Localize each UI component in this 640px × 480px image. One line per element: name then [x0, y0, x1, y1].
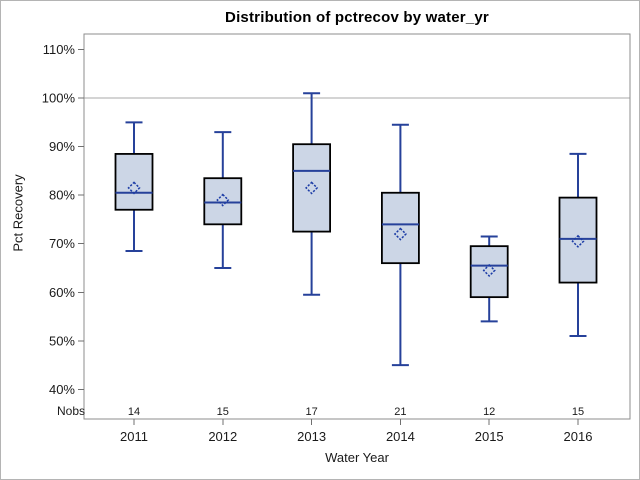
y-tick-label: 100%: [42, 91, 76, 106]
y-tick-label: 50%: [49, 333, 75, 348]
boxplot-2013: [292, 92, 332, 296]
x-tick-label: 2012: [208, 429, 237, 444]
x-tick-label: 2013: [297, 429, 326, 444]
boxplot-2011: [114, 121, 154, 253]
boxplot-2014: [380, 123, 420, 367]
x-axis-title: Water Year: [325, 450, 389, 465]
y-tick-label: 80%: [49, 188, 75, 203]
boxplot-2012: [203, 131, 243, 270]
y-tick-label: 90%: [49, 139, 75, 154]
mean-diamond: [216, 193, 230, 207]
boxplot-2015: [469, 235, 509, 323]
x-tick-label: 2016: [564, 429, 593, 444]
nobs-value: 14: [128, 406, 140, 418]
nobs-row-label: Nobs: [56, 404, 85, 418]
iqr-box: [203, 177, 243, 226]
nobs-value: 15: [572, 406, 584, 418]
mean-diamond: [305, 181, 319, 195]
x-tick-label: 2015: [475, 429, 504, 444]
y-tick-label: 110%: [43, 42, 76, 57]
iqr-box: [292, 143, 332, 233]
y-tick-label: 40%: [49, 382, 75, 397]
chart-title: Distribution of pctrecov by water_yr: [225, 9, 489, 26]
boxplot-2016: [558, 152, 598, 337]
nobs-value: 15: [217, 406, 229, 418]
mean-diamond: [393, 227, 407, 241]
iqr-box: [558, 196, 598, 284]
nobs-value: 12: [483, 406, 495, 418]
x-tick-label: 2011: [120, 429, 148, 444]
y-tick-label: 60%: [49, 285, 75, 300]
mean-diamond: [482, 263, 496, 277]
nobs-value: 17: [305, 406, 317, 418]
y-tick-label: 70%: [49, 236, 75, 251]
nobs-value: 21: [394, 406, 406, 418]
iqr-box: [469, 245, 509, 299]
mean-diamond: [571, 234, 585, 248]
x-tick-label: 2014: [386, 429, 415, 444]
mean-diamond: [127, 181, 141, 195]
plot-frame: [83, 33, 631, 420]
